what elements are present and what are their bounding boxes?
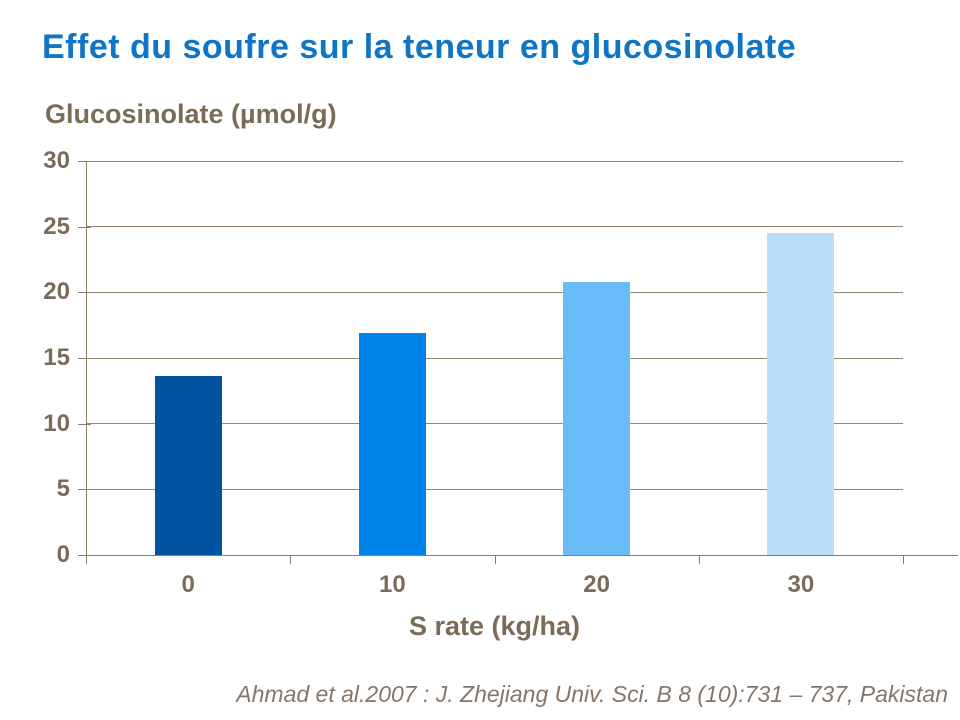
- slide-title: Effet du soufre sur la teneur en glucosi…: [42, 28, 797, 66]
- bar-10: [358, 333, 426, 555]
- bar-0: [154, 376, 222, 555]
- y-tick-label-25: 25: [43, 212, 70, 240]
- y-tick-25: [78, 226, 91, 228]
- y-tick-label-10: 10: [43, 409, 70, 437]
- x-axis-title: S rate (kg/ha): [408, 611, 581, 641]
- bar-30: [767, 233, 835, 555]
- x-axis-line: [86, 555, 958, 556]
- gridline-y-5: [86, 488, 903, 490]
- gridline-y-10: [86, 423, 903, 425]
- gridline-y-25: [86, 226, 903, 228]
- y-tick-label-5: 5: [56, 475, 70, 503]
- y-tick-5: [78, 489, 91, 491]
- x-boundary-tick-2: [494, 555, 496, 564]
- y-axis-title: Glucosinolate (µmol/g): [45, 99, 337, 129]
- y-tick-20: [78, 292, 91, 294]
- bar-chart-plot-area: [86, 160, 903, 555]
- gridline-y-20: [86, 291, 903, 293]
- y-axis-line: [86, 161, 87, 563]
- y-tick-15: [78, 358, 91, 359]
- x-boundary-tick-3: [698, 555, 700, 564]
- x-boundary-tick-0: [86, 555, 87, 564]
- y-tick-label-20: 20: [43, 278, 70, 306]
- x-tick-label-0: 0: [181, 571, 195, 598]
- x-boundary-tick-4: [903, 555, 904, 564]
- gridline-y-15: [86, 357, 903, 359]
- y-tick-label-30: 30: [43, 147, 70, 174]
- y-tick-10: [78, 423, 91, 425]
- y-tick-label-0: 0: [56, 541, 70, 568]
- y-tick-label-15: 15: [43, 344, 70, 371]
- gridline-y-30: [86, 160, 903, 162]
- x-tick-label-10: 10: [379, 571, 406, 598]
- x-tick-label-20: 20: [583, 571, 610, 598]
- x-boundary-tick-1: [290, 555, 292, 564]
- x-tick-label-30: 30: [787, 571, 815, 598]
- citation-text: Ahmad et al.2007 : J. Zhejiang Univ. Sci…: [236, 681, 948, 707]
- bar-20: [563, 281, 631, 555]
- y-tick-30: [78, 161, 91, 162]
- y-tick-0: [78, 555, 91, 556]
